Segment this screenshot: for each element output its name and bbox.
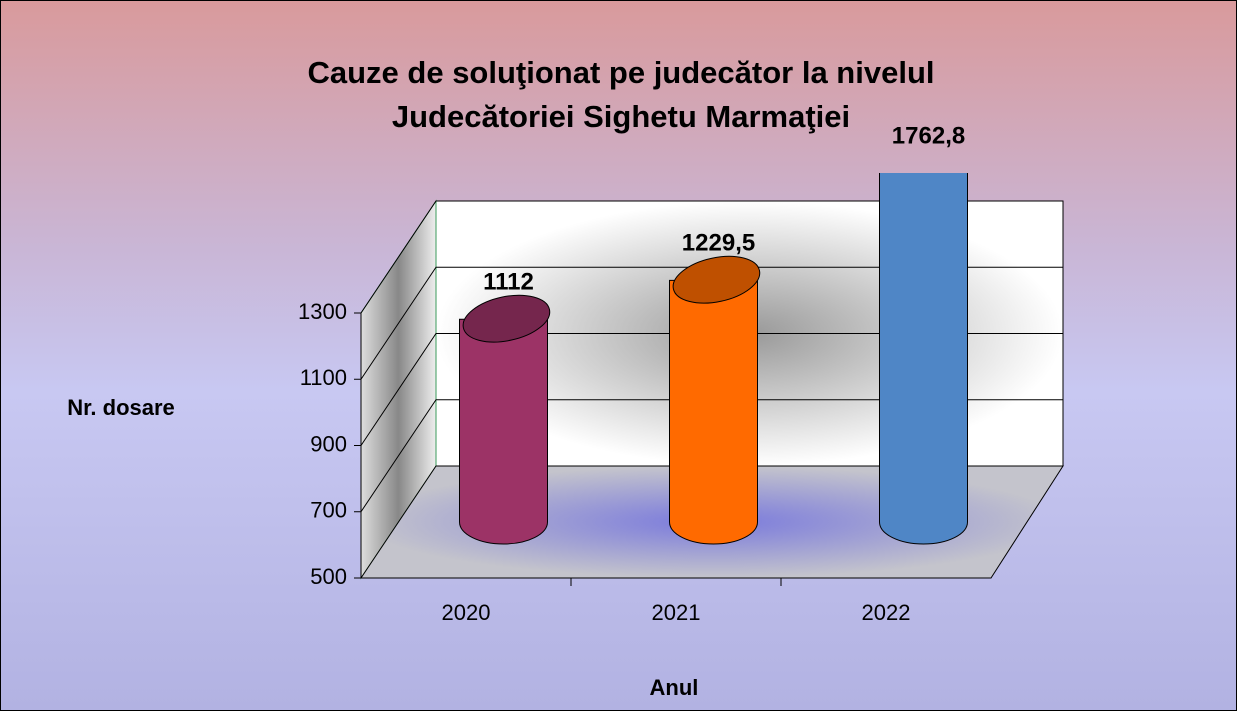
grid-line — [360, 333, 1063, 446]
chart-title: Cauze de soluţionat pe judecător la nive… — [307, 55, 935, 134]
y-tick-label: 1300 — [298, 299, 347, 324]
cylinder — [879, 173, 968, 545]
x-axis-label: Anul — [650, 675, 699, 700]
value-label: 1229,5 — [682, 230, 755, 257]
grid-line — [360, 200, 1063, 314]
cylinder-top — [462, 294, 551, 343]
cylinder — [669, 255, 761, 545]
y-axis-label: Nr. dosare — [67, 395, 175, 420]
value-label: 1762,8 — [892, 122, 965, 149]
cylinder-body — [669, 279, 758, 545]
cylinder — [459, 294, 551, 545]
y-tick-label: 700 — [310, 498, 347, 523]
cylinder-body — [879, 173, 968, 545]
grid-line — [360, 266, 1063, 380]
y-tick-label: 500 — [310, 564, 347, 589]
y-tick-label: 1100 — [300, 365, 347, 390]
value-label: 1112 — [483, 269, 534, 296]
grid-line — [360, 399, 1063, 513]
x-tick-label: 2021 — [652, 600, 701, 625]
x-tick-label: 2020 — [442, 600, 491, 625]
y-tick-label: 900 — [310, 431, 347, 456]
x-tick-label: 2022 — [862, 600, 911, 625]
cylinder-body — [459, 318, 548, 545]
cylinder-top — [672, 255, 761, 304]
